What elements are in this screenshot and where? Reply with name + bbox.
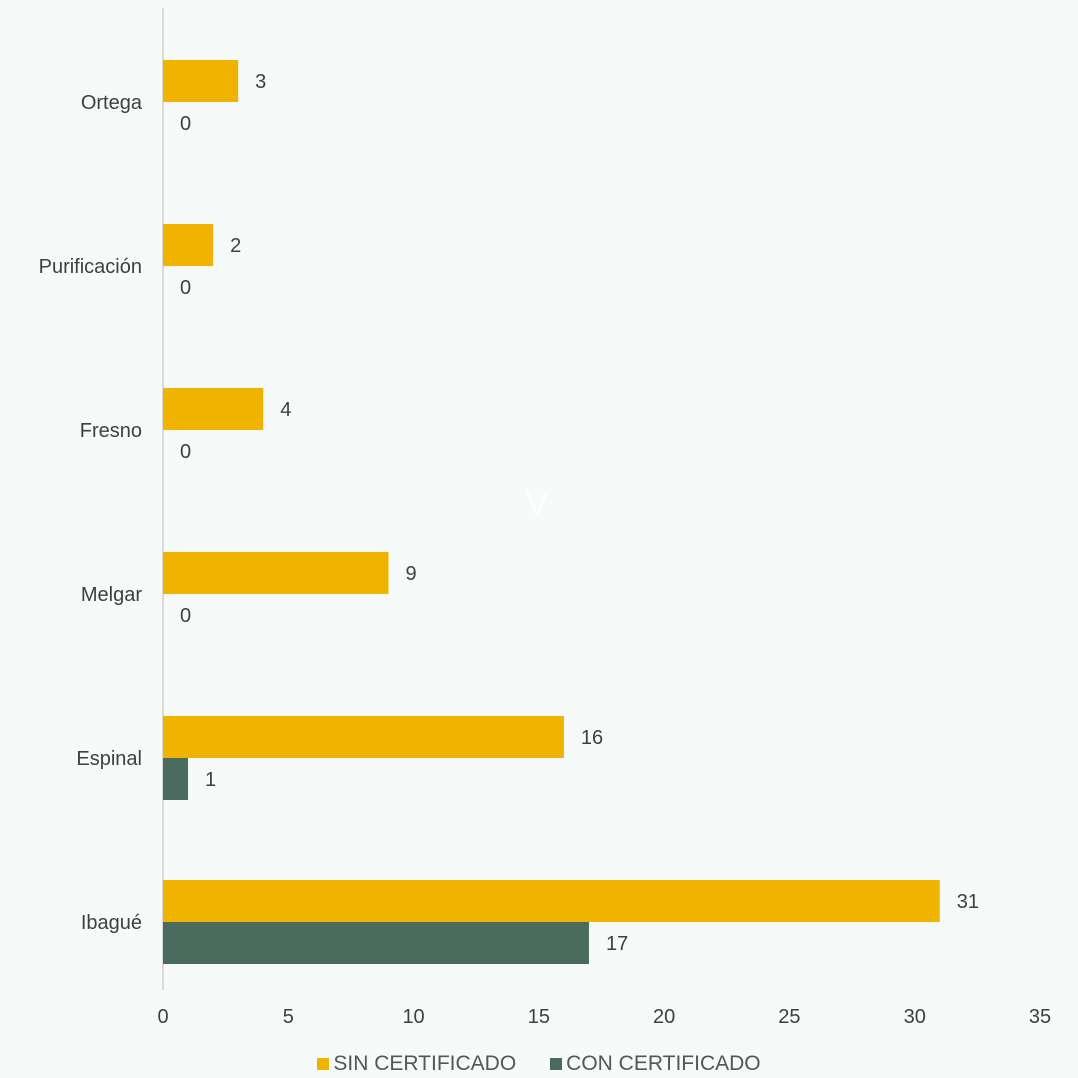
data-label-con-certificado-melgar: 0 xyxy=(180,605,191,627)
category-label-ibague: Ibagué xyxy=(81,912,142,934)
bar-sin-certificado-ortega xyxy=(163,60,239,102)
data-label-con-certificado-espinal: 1 xyxy=(205,769,216,791)
category-label-melgar: Melgar xyxy=(81,584,142,606)
legend-label-con-certificado: CON CERTIFICADO xyxy=(566,1052,761,1075)
bars xyxy=(163,60,940,964)
category-label-ortega: Ortega xyxy=(81,92,143,114)
legend: SIN CERTIFICADO CON CERTIFICADO xyxy=(0,1052,1078,1076)
bar-sin-certificado-ibague xyxy=(163,880,940,922)
legend-swatch-sin-certificado xyxy=(317,1058,330,1070)
legend-item-sin-certificado: SIN CERTIFICADO xyxy=(317,1052,516,1076)
x-axis-tick-labels: 0 5 10 15 20 25 30 35 xyxy=(157,1006,1051,1028)
bar-sin-certificado-purificacion xyxy=(163,224,214,266)
legend-label-sin-certificado: SIN CERTIFICADO xyxy=(333,1052,517,1075)
legend-item-con-certificado: CON CERTIFICADO xyxy=(550,1052,761,1076)
x-tick-label-30: 30 xyxy=(904,1006,926,1028)
x-tick-label-25: 25 xyxy=(778,1006,800,1028)
x-tick-label-10: 10 xyxy=(402,1006,424,1028)
chart-annotation: V xyxy=(526,485,549,523)
legend-swatch-con-certificado xyxy=(550,1058,563,1070)
x-tick-label-15: 15 xyxy=(528,1006,550,1028)
x-tick-label-5: 5 xyxy=(283,1006,294,1028)
data-label-sin-certificado-fresno: 4 xyxy=(280,399,291,421)
data-label-sin-certificado-ibague: 31 xyxy=(957,891,979,913)
bar-sin-certificado-espinal xyxy=(163,716,564,758)
data-label-sin-certificado-melgar: 9 xyxy=(406,563,417,585)
x-tick-label-20: 20 xyxy=(653,1006,675,1028)
data-label-sin-certificado-ortega: 3 xyxy=(255,71,266,93)
bar-sin-certificado-melgar xyxy=(163,552,389,594)
x-tick-label-35: 35 xyxy=(1029,1006,1051,1028)
category-label-espinal: Espinal xyxy=(76,748,142,770)
category-label-purificacion: Purificación xyxy=(39,256,142,278)
bar-chart: Ortega Purificación Fresno Melgar Espinal Iba… xyxy=(39,8,1051,1028)
bar-con-certificado-espinal xyxy=(163,758,189,800)
bar-sin-certificado-fresno xyxy=(163,388,264,430)
data-label-sin-certificado-espinal: 16 xyxy=(581,727,603,749)
category-labels: Ortega Purificación Fresno Melgar Espinal Iba… xyxy=(39,92,143,934)
data-label-sin-certificado-purificacion: 2 xyxy=(230,235,241,257)
data-label-con-certificado-purificacion: 0 xyxy=(180,277,191,299)
data-labels: 3 0 2 0 4 0 9 0 16 1 31 17 xyxy=(180,71,979,955)
data-label-con-certificado-ortega: 0 xyxy=(180,113,191,135)
category-label-fresno: Fresno xyxy=(80,420,142,442)
bar-con-certificado-ibague xyxy=(163,922,589,964)
x-tick-label-0: 0 xyxy=(157,1006,168,1028)
data-label-con-certificado-fresno: 0 xyxy=(180,441,191,463)
data-label-con-certificado-ibague: 17 xyxy=(606,933,628,955)
